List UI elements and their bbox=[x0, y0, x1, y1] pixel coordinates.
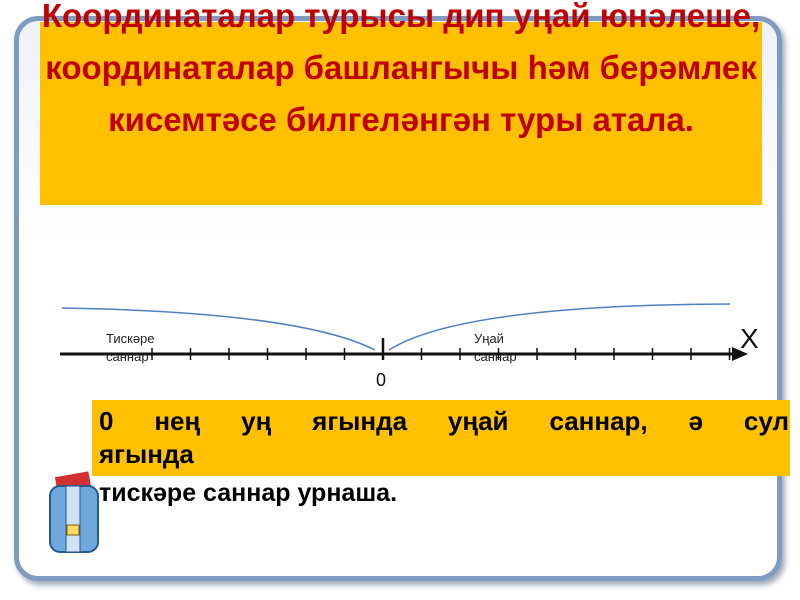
axis-arrow bbox=[732, 347, 748, 361]
statement-line-1: 0 нең уң ягында уңай саннар, ә сул bbox=[99, 406, 789, 436]
backpack-icon bbox=[49, 471, 99, 553]
left-brace bbox=[61, 307, 376, 351]
number-line: X 0 bbox=[60, 303, 759, 390]
statement-line-3: тискәре саннар урнаша. bbox=[99, 479, 398, 507]
axis-label: X bbox=[740, 323, 759, 354]
positive-numbers-label: Уңай саннар bbox=[474, 331, 517, 364]
statement-highlight bbox=[92, 400, 790, 476]
statement-line-2: ягында bbox=[99, 439, 194, 469]
right-brace bbox=[388, 303, 731, 351]
negative-numbers-label: Тискәре саннар bbox=[106, 331, 155, 364]
statement: 0 нең уң ягында уңай саннар, ә сул ягынд… bbox=[99, 405, 789, 510]
zero-label: 0 bbox=[376, 370, 386, 390]
axis-ticks bbox=[151, 338, 731, 360]
title-highlight bbox=[40, 22, 762, 205]
slide-title: Координаталар турысы дип уңай юнәлеше, к… bbox=[41, 0, 761, 138]
